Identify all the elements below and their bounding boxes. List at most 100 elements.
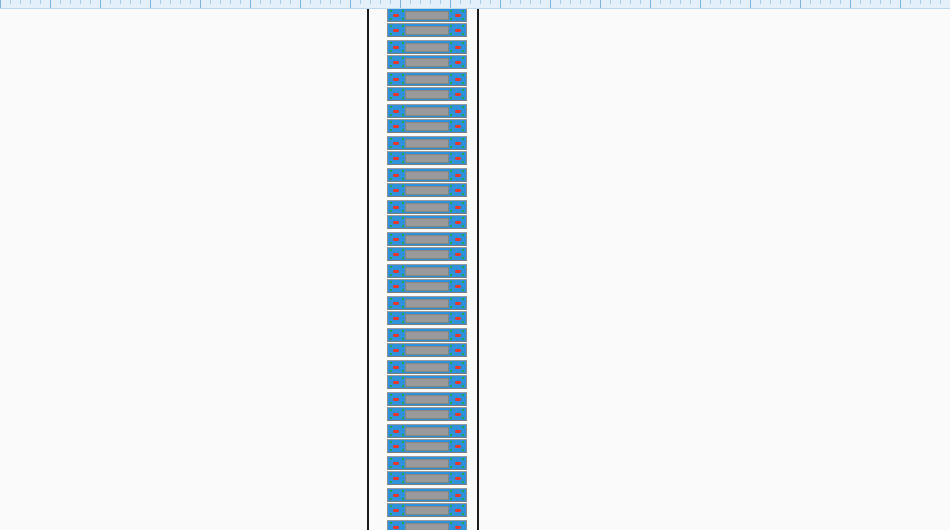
card-row[interactable]: [387, 55, 467, 69]
card-row[interactable]: [387, 215, 467, 229]
ruler-minor-tick: [470, 0, 471, 4]
card-content-placeholder: [405, 427, 449, 436]
card-row[interactable]: [387, 471, 467, 485]
card-row[interactable]: [387, 392, 467, 406]
anchor-handle-icon: [402, 153, 404, 155]
card-row[interactable]: [387, 151, 467, 165]
card-row[interactable]: [387, 279, 467, 293]
card-row[interactable]: [387, 232, 467, 246]
anchor-handle-icon: [390, 74, 392, 76]
ruler-major-tick: [350, 0, 351, 8]
anchor-handle-icon: [390, 281, 392, 283]
card-row[interactable]: [387, 183, 467, 197]
anchor-handle-icon: [450, 426, 452, 428]
card-row[interactable]: [387, 264, 467, 278]
horizontal-ruler[interactable]: [0, 0, 950, 9]
card-row-group[interactable]: [387, 424, 467, 453]
anchor-handle-icon: [462, 321, 464, 323]
card-row[interactable]: [387, 360, 467, 374]
ruler-major-tick: [0, 0, 1, 8]
card-row-group[interactable]: [387, 200, 467, 229]
card-row-group[interactable]: [387, 520, 467, 530]
ruler-minor-tick: [670, 0, 671, 4]
card-row-group[interactable]: [387, 232, 467, 261]
record-dot-icon: [455, 381, 461, 384]
anchor-handle-icon: [462, 114, 464, 116]
card-row[interactable]: [387, 520, 467, 530]
card-row-group[interactable]: [387, 328, 467, 357]
card-row[interactable]: [387, 72, 467, 86]
anchor-handle-icon: [450, 178, 452, 180]
anchor-handle-icon: [462, 505, 464, 507]
card-row-group[interactable]: [387, 392, 467, 421]
ruler-minor-tick: [190, 0, 191, 4]
document-page-column[interactable]: [387, 9, 467, 530]
ruler-minor-tick: [730, 0, 731, 4]
card-row[interactable]: [387, 488, 467, 502]
guide-line-left[interactable]: [367, 9, 369, 530]
anchor-handle-icon: [462, 402, 464, 404]
record-dot-icon: [455, 509, 461, 512]
record-dot-icon: [393, 317, 399, 320]
card-row[interactable]: [387, 40, 467, 54]
card-row[interactable]: [387, 136, 467, 150]
card-row[interactable]: [387, 104, 467, 118]
anchor-handle-icon: [462, 65, 464, 67]
anchor-handle-icon: [390, 25, 392, 27]
card-row[interactable]: [387, 200, 467, 214]
anchor-handle-icon: [390, 129, 392, 131]
ruler-minor-tick: [880, 0, 881, 4]
anchor-handle-icon: [462, 281, 464, 283]
ruler-minor-tick: [270, 0, 271, 4]
anchor-handle-icon: [390, 185, 392, 187]
card-row-group[interactable]: [387, 9, 467, 37]
card-row[interactable]: [387, 296, 467, 310]
card-row[interactable]: [387, 87, 467, 101]
anchor-handle-icon: [450, 57, 452, 59]
card-row-group[interactable]: [387, 136, 467, 165]
card-row[interactable]: [387, 9, 467, 22]
card-row[interactable]: [387, 407, 467, 421]
card-row-group[interactable]: [387, 40, 467, 69]
card-row[interactable]: [387, 168, 467, 182]
anchor-handle-icon: [402, 121, 404, 123]
card-row[interactable]: [387, 424, 467, 438]
anchor-handle-icon: [450, 313, 452, 315]
card-row-group[interactable]: [387, 168, 467, 197]
card-row[interactable]: [387, 23, 467, 37]
card-row[interactable]: [387, 503, 467, 517]
record-dot-icon: [455, 125, 461, 128]
guide-line-right[interactable]: [477, 9, 479, 530]
card-content-placeholder: [405, 442, 449, 451]
card-row[interactable]: [387, 247, 467, 261]
canvas-area[interactable]: [0, 9, 950, 530]
record-dot-icon: [455, 61, 461, 64]
ruler-minor-tick: [830, 0, 831, 4]
record-dot-icon: [393, 413, 399, 416]
card-row-group[interactable]: [387, 72, 467, 101]
card-row-group[interactable]: [387, 296, 467, 325]
anchor-handle-icon: [402, 138, 404, 140]
card-row[interactable]: [387, 375, 467, 389]
ruler-minor-tick: [420, 0, 421, 4]
card-row[interactable]: [387, 456, 467, 470]
record-dot-icon: [393, 349, 399, 352]
ruler-minor-tick: [590, 0, 591, 4]
card-row-group[interactable]: [387, 456, 467, 485]
card-row[interactable]: [387, 439, 467, 453]
card-row[interactable]: [387, 311, 467, 325]
card-row[interactable]: [387, 328, 467, 342]
anchor-handle-icon: [462, 185, 464, 187]
ruler-major-tick: [300, 0, 301, 8]
anchor-handle-icon: [402, 82, 404, 84]
card-row-group[interactable]: [387, 104, 467, 133]
card-row-group[interactable]: [387, 488, 467, 517]
record-dot-icon: [455, 302, 461, 305]
card-row-group[interactable]: [387, 264, 467, 293]
card-row-group[interactable]: [387, 360, 467, 389]
anchor-handle-icon: [462, 409, 464, 411]
card-row[interactable]: [387, 119, 467, 133]
anchor-handle-icon: [462, 82, 464, 84]
card-row[interactable]: [387, 343, 467, 357]
anchor-handle-icon: [450, 345, 452, 347]
